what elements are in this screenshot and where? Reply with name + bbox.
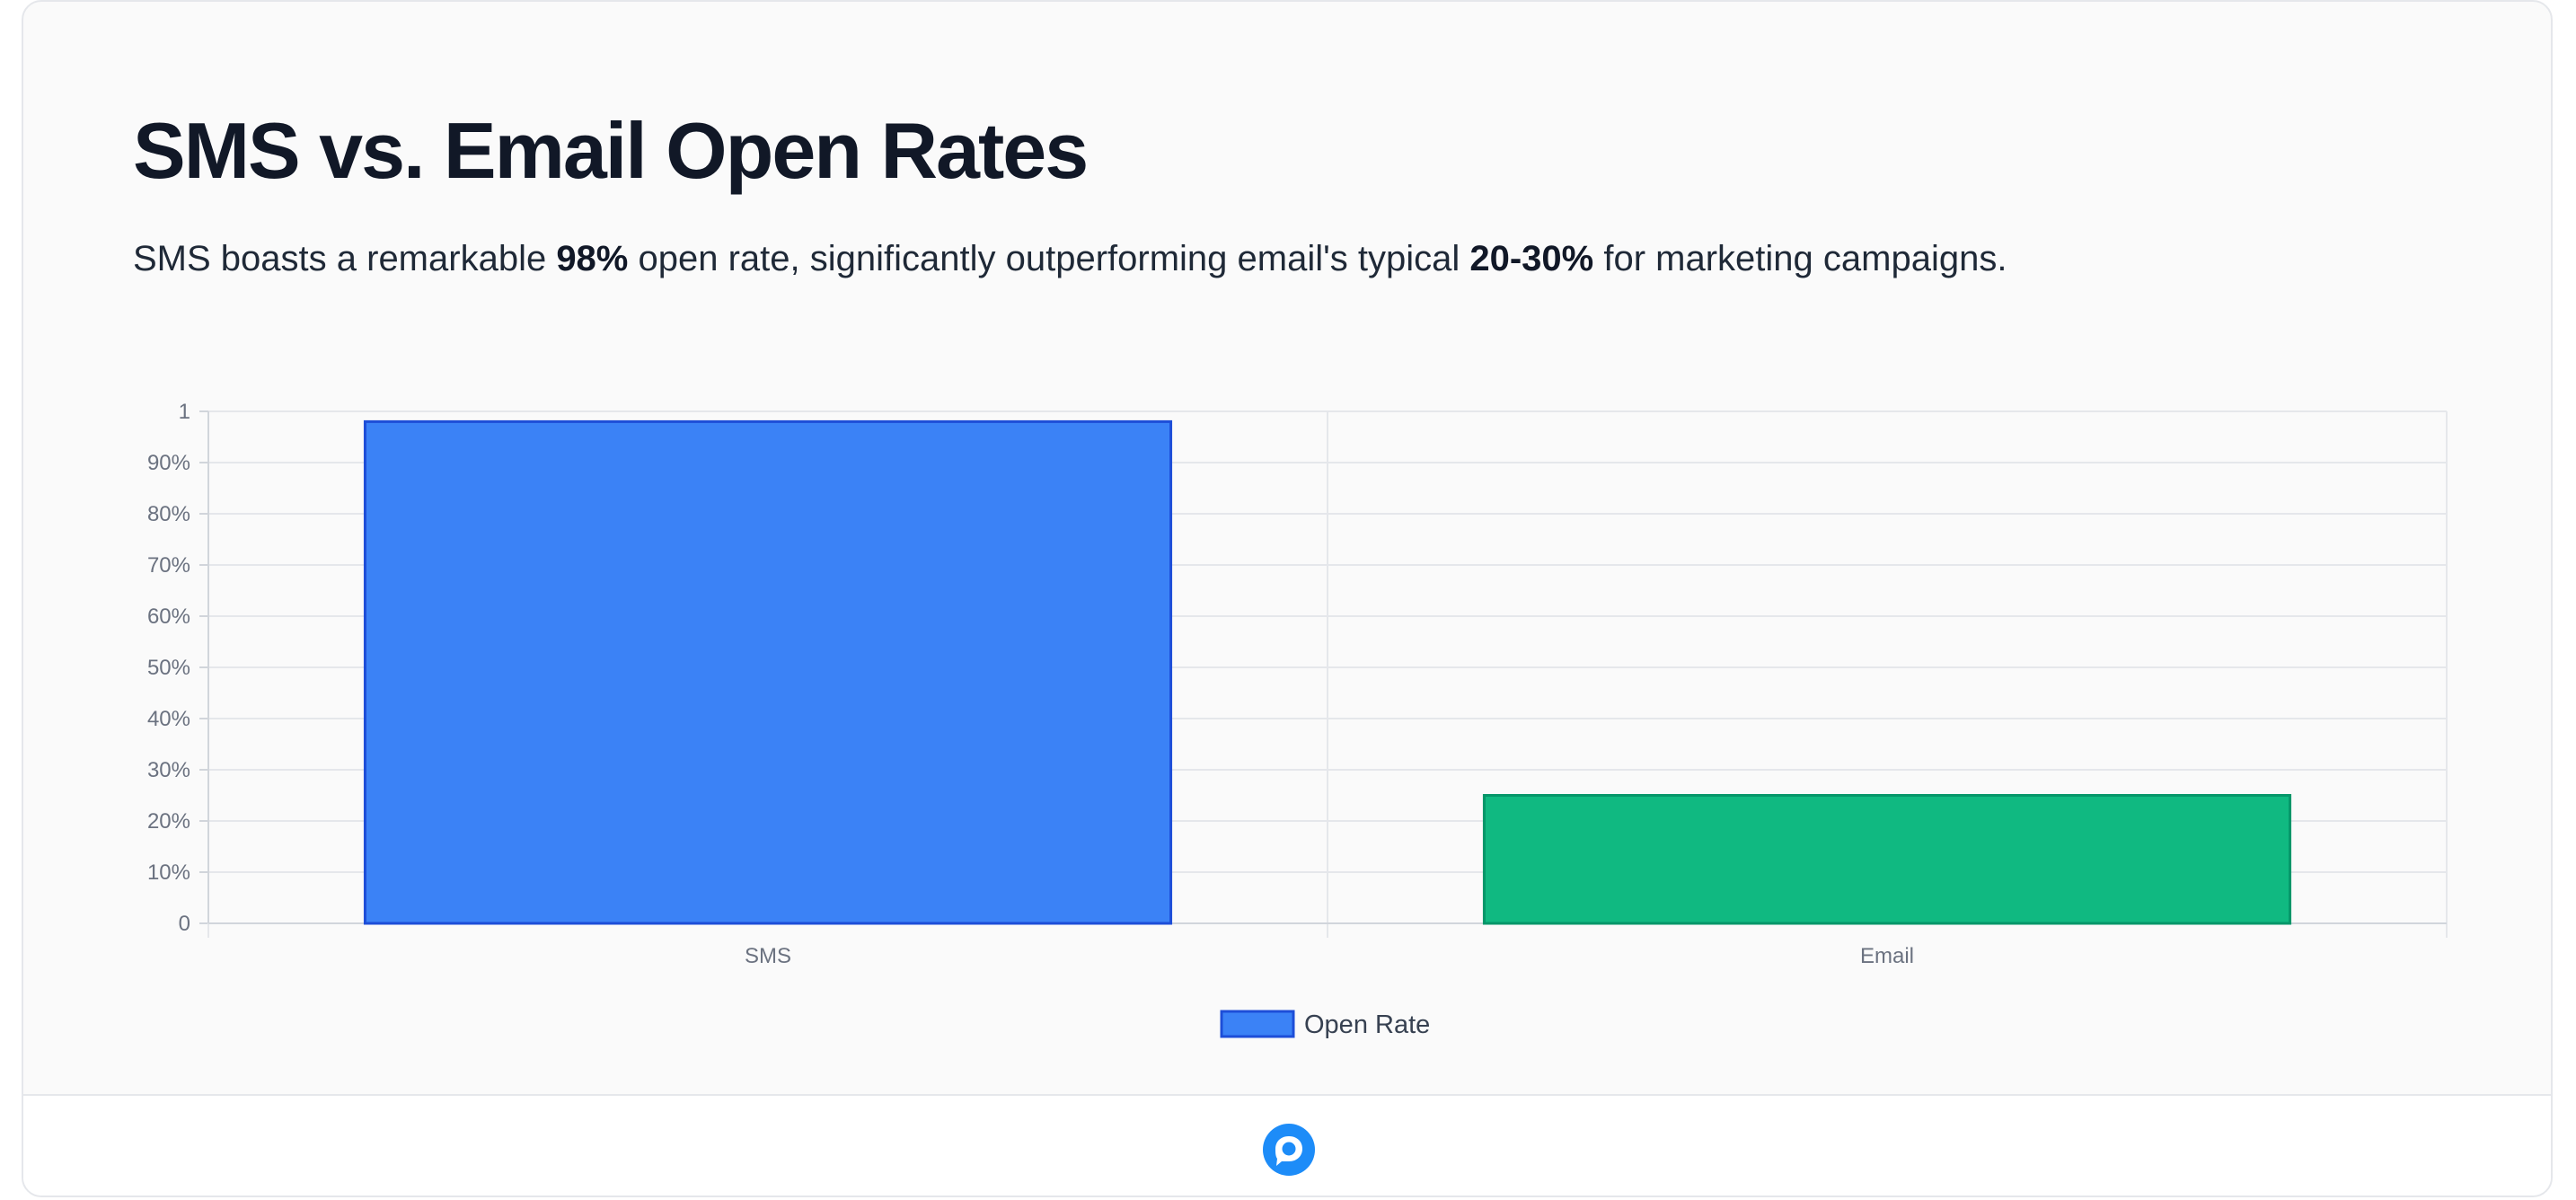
legend-swatch [1220, 1010, 1295, 1038]
y-tick-label: 60% [147, 604, 190, 629]
page-subtitle: SMS boasts a remarkable 98% open rate, s… [133, 237, 2007, 280]
y-tick-label: 50% [147, 656, 190, 680]
y-tick-label: 40% [147, 707, 190, 731]
y-tick-label: 10% [147, 860, 190, 885]
y-tick-label: 20% [147, 809, 190, 834]
subtitle-highlight-email: 20-30% [1469, 239, 1594, 278]
x-tick-label: Email [1860, 944, 1914, 968]
page-title: SMS vs. Email Open Rates [133, 106, 1089, 195]
y-tick-label: 70% [147, 553, 190, 578]
y-tick-label: 0 [179, 912, 190, 936]
y-tick-label: 90% [147, 451, 190, 475]
legend-label: Open Rate [1304, 1010, 1430, 1039]
chat-bubble-logo-icon [1263, 1124, 1315, 1176]
y-tick-label: 80% [147, 502, 190, 526]
subtitle-highlight-sms: 98% [556, 239, 629, 278]
bar-email [1482, 794, 2292, 925]
subtitle-text-1: SMS boasts a remarkable [133, 239, 557, 278]
subtitle-text-2: open rate, significantly outperforming e… [628, 239, 1470, 278]
card: SMS vs. Email Open Rates SMS boasts a re… [22, 0, 2553, 1197]
footer [23, 1094, 2551, 1196]
chart-content: SMS vs. Email Open Rates SMS boasts a re… [23, 2, 2551, 1094]
y-tick-label: 1 [179, 400, 190, 424]
x-tick-label: SMS [745, 944, 791, 968]
bar-chart: 0 10% 20% 30% 40% 50% 60% 70% 80% 90% 1 SMS Email Ope… [147, 400, 2448, 1039]
bar-sms [363, 419, 1173, 925]
y-tick-label: 30% [147, 758, 190, 782]
subtitle-text-3: for marketing campaigns. [1593, 239, 2007, 278]
